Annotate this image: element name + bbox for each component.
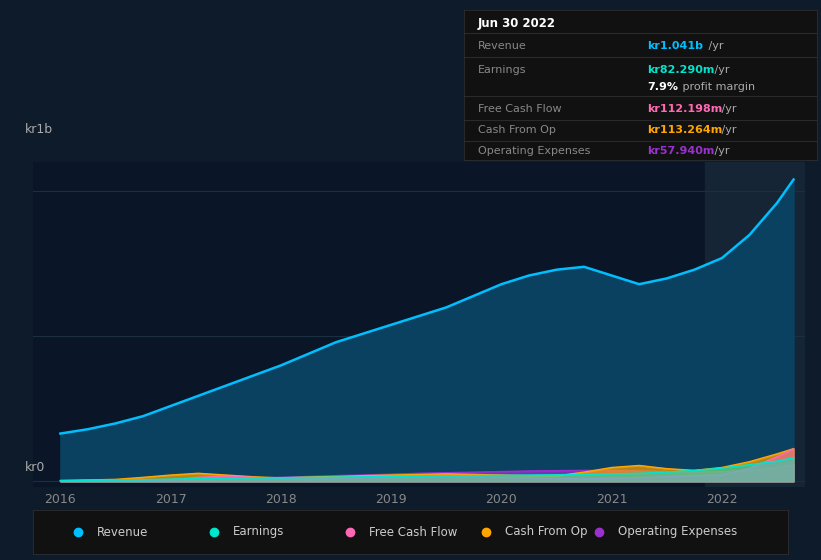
Text: Free Cash Flow: Free Cash Flow	[369, 525, 457, 539]
Text: /yr: /yr	[704, 41, 723, 52]
Text: profit margin: profit margin	[679, 82, 755, 92]
Text: /yr: /yr	[711, 64, 730, 74]
Text: kr57.940m: kr57.940m	[648, 146, 715, 156]
Text: Revenue: Revenue	[97, 525, 149, 539]
Text: 7.9%: 7.9%	[648, 82, 678, 92]
Text: Cash From Op: Cash From Op	[505, 525, 587, 539]
Text: /yr: /yr	[718, 125, 736, 136]
Text: Earnings: Earnings	[478, 64, 526, 74]
Bar	[705, 162, 815, 487]
Text: Earnings: Earnings	[233, 525, 284, 539]
Text: /yr: /yr	[711, 146, 730, 156]
Text: kr82.290m: kr82.290m	[648, 64, 715, 74]
Text: Free Cash Flow: Free Cash Flow	[478, 104, 562, 114]
Text: /yr: /yr	[718, 104, 736, 114]
Text: kr1b: kr1b	[25, 123, 53, 137]
Text: kr0: kr0	[25, 461, 45, 474]
Text: Operating Expenses: Operating Expenses	[478, 146, 590, 156]
Text: kr112.198m: kr112.198m	[648, 104, 722, 114]
Text: Operating Expenses: Operating Expenses	[618, 525, 737, 539]
Text: Revenue: Revenue	[478, 41, 527, 52]
Text: Cash From Op: Cash From Op	[478, 125, 556, 136]
Text: kr1.041b: kr1.041b	[648, 41, 704, 52]
Text: Jun 30 2022: Jun 30 2022	[478, 17, 556, 30]
Text: kr113.264m: kr113.264m	[648, 125, 722, 136]
